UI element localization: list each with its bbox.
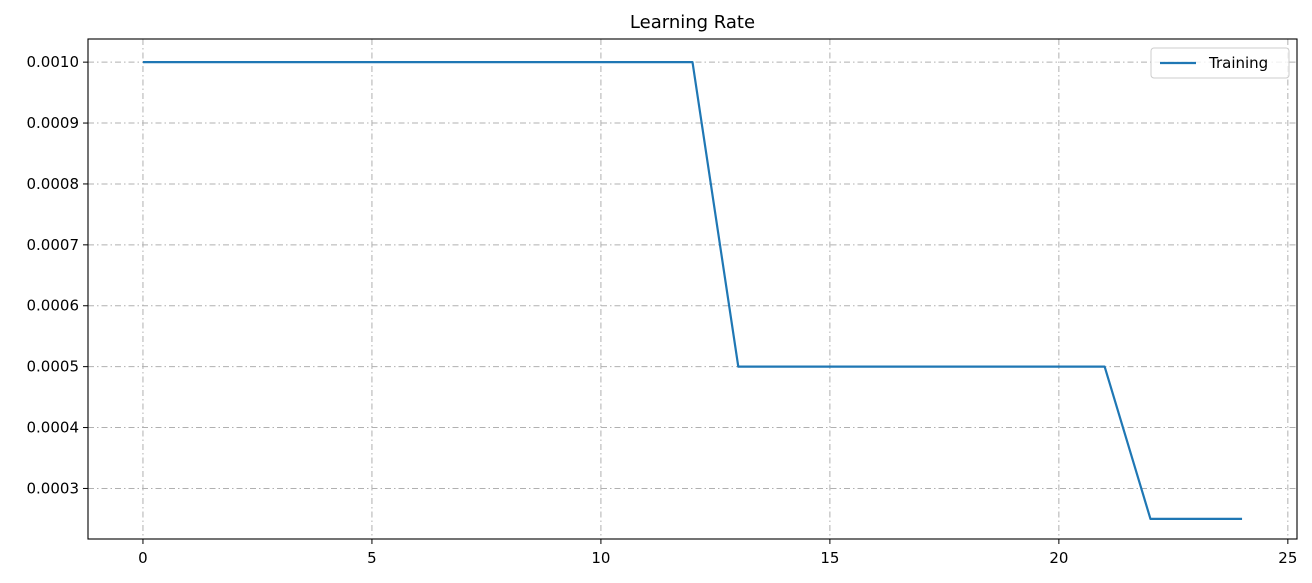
chart-title: Learning Rate <box>630 12 755 33</box>
legend-label: Training <box>1208 54 1268 72</box>
y-tick-label: 0.0006 <box>27 297 80 315</box>
legend: Training <box>1150 47 1290 79</box>
x-tick-label: 25 <box>1278 549 1297 567</box>
y-tick-label: 0.0007 <box>27 236 80 254</box>
x-tick-label: 10 <box>591 549 610 567</box>
x-tick-label: 20 <box>1049 549 1068 567</box>
legend-box <box>1150 47 1290 79</box>
plot-frame <box>87 38 1298 540</box>
grid-lines <box>88 39 1297 539</box>
axis-ticks: 0 5 10 15 20 25 0.0003 0.0004 0.0005 0.0006 0.0007… <box>27 53 1298 567</box>
y-tick-label: 0.0010 <box>27 53 80 71</box>
y-tick-label: 0.0009 <box>27 114 80 132</box>
y-tick-label: 0.0004 <box>27 419 80 437</box>
series-layer <box>142 61 1243 521</box>
series-line-training <box>142 61 1243 521</box>
x-tick-label: 5 <box>367 549 377 567</box>
x-tick-label: 0 <box>138 549 148 567</box>
y-tick-label: 0.0005 <box>27 358 80 376</box>
y-tick-label: 0.0003 <box>27 479 80 497</box>
x-tick-label: 15 <box>820 549 839 567</box>
y-tick-label: 0.0008 <box>27 175 80 193</box>
